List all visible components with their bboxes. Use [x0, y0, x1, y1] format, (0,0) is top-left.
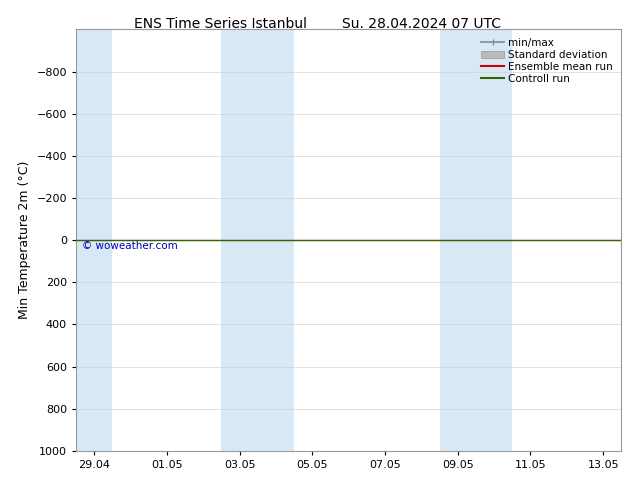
Legend: min/max, Standard deviation, Ensemble mean run, Controll run: min/max, Standard deviation, Ensemble me…	[478, 35, 616, 87]
Bar	[221, 29, 294, 451]
Bar	[76, 29, 112, 451]
Text: © woweather.com: © woweather.com	[82, 242, 178, 251]
Bar	[439, 29, 512, 451]
Text: ENS Time Series Istanbul        Su. 28.04.2024 07 UTC: ENS Time Series Istanbul Su. 28.04.2024 …	[134, 17, 500, 31]
Y-axis label: Min Temperature 2m (°C): Min Temperature 2m (°C)	[18, 161, 31, 319]
